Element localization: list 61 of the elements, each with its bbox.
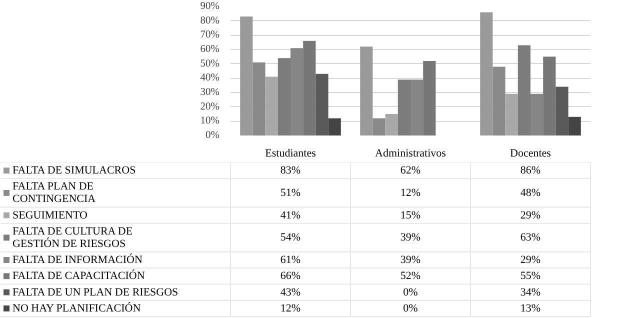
data-label: 29%	[520, 209, 541, 222]
data-label: 55%	[520, 270, 541, 282]
bar	[423, 60, 436, 136]
legend-label: NO HAY PLANIFICACIÓN	[12, 301, 141, 314]
bar	[316, 74, 328, 136]
y-tick-label: 10%	[200, 116, 220, 127]
x-tick-label: Docentes	[510, 148, 551, 160]
legend-label: FALTA DE SIMULACROS	[12, 164, 136, 177]
data-label: 48%	[520, 186, 541, 199]
bar	[360, 46, 373, 136]
data-label: 34%	[520, 286, 541, 298]
x-tick-label: Estudiantes	[265, 148, 316, 160]
bar	[543, 56, 556, 136]
data-label: 66%	[280, 270, 301, 282]
data-label: 39%	[400, 232, 421, 244]
bar	[505, 94, 518, 136]
data-label: 12%	[280, 302, 301, 314]
legend-label: FALTA PLAN DE CONTINGENCIA	[12, 180, 96, 206]
data-label: 13%	[520, 302, 541, 314]
bar	[240, 16, 253, 136]
data-label: 51%	[280, 186, 301, 199]
data-label: 52%	[400, 270, 421, 282]
y-tick-label: 80%	[200, 15, 220, 26]
data-label: 62%	[400, 164, 421, 177]
data-label: 15%	[400, 209, 421, 222]
data-label: 61%	[280, 254, 301, 266]
data-label: 63%	[520, 232, 541, 244]
data-label: 39%	[400, 254, 421, 266]
legend-label: FALTA DE CAPACITACIÓN	[12, 269, 145, 282]
y-tick-label: 50%	[200, 58, 220, 70]
data-label: 12%	[400, 186, 421, 199]
legend-label: FALTA DE INFORMACIÓN	[12, 252, 142, 266]
bar	[480, 12, 493, 136]
y-tick-label: 30%	[200, 87, 220, 98]
bar	[252, 62, 266, 136]
bar	[372, 118, 386, 136]
legend-label: FALTA DE CULTURA DE GESTIÓN DE RIESGOS	[12, 225, 133, 250]
bar	[328, 118, 341, 136]
data-label: 0%	[403, 302, 418, 314]
y-tick-label: 90%	[200, 1, 220, 12]
bar	[568, 116, 581, 136]
bar	[492, 66, 506, 136]
data-label: 41%	[280, 209, 301, 222]
legend-label: FALTA DE UN PLAN DE RIESGOS	[12, 286, 178, 298]
data-label: 43%	[280, 286, 301, 298]
bar	[385, 114, 398, 136]
data-label: 83%	[280, 164, 301, 177]
bar	[265, 76, 278, 136]
bar	[303, 40, 316, 136]
y-tick-label: 40%	[200, 72, 220, 84]
y-tick-label: 70%	[200, 30, 220, 41]
bar	[556, 86, 568, 136]
data-label: 29%	[520, 254, 541, 266]
legend-label: SEGUIMIENTO	[12, 209, 88, 222]
data-label: 86%	[520, 164, 541, 177]
data-label: 54%	[280, 232, 301, 244]
y-tick-label: 60%	[200, 44, 220, 55]
y-tick-label: 0%	[206, 130, 220, 141]
x-tick-label: Administrativos	[375, 148, 446, 160]
data-label: 0%	[403, 286, 418, 298]
y-tick-label: 20%	[200, 101, 220, 112]
